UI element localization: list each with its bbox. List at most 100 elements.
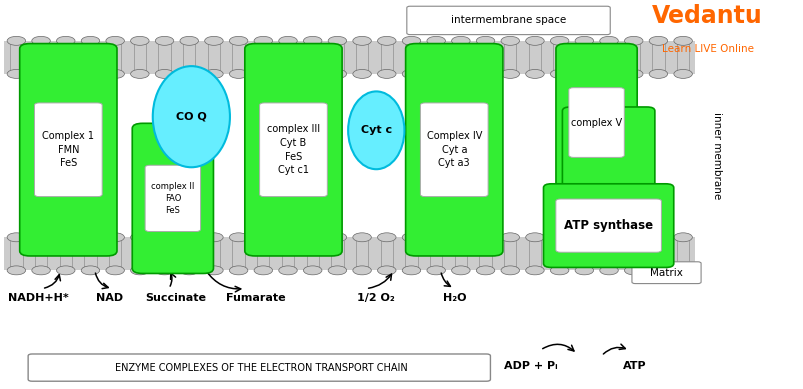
- Circle shape: [130, 37, 149, 45]
- Circle shape: [106, 69, 124, 79]
- FancyBboxPatch shape: [132, 123, 213, 273]
- Circle shape: [525, 69, 544, 79]
- Circle shape: [525, 266, 544, 275]
- Circle shape: [402, 37, 420, 45]
- FancyBboxPatch shape: [420, 103, 487, 196]
- Circle shape: [673, 37, 691, 45]
- Circle shape: [328, 69, 346, 79]
- Circle shape: [7, 233, 26, 242]
- Circle shape: [81, 69, 100, 79]
- Circle shape: [353, 69, 371, 79]
- Circle shape: [56, 266, 75, 275]
- FancyBboxPatch shape: [543, 184, 673, 268]
- Circle shape: [648, 69, 666, 79]
- Circle shape: [475, 37, 494, 45]
- Circle shape: [426, 69, 445, 79]
- Circle shape: [32, 233, 51, 242]
- Circle shape: [426, 233, 445, 242]
- FancyBboxPatch shape: [569, 88, 624, 158]
- Circle shape: [673, 69, 691, 79]
- Circle shape: [353, 266, 371, 275]
- Circle shape: [500, 266, 519, 275]
- Circle shape: [550, 69, 569, 79]
- Circle shape: [130, 233, 149, 242]
- Circle shape: [205, 69, 223, 79]
- Circle shape: [32, 69, 51, 79]
- Text: NADH+H*: NADH+H*: [8, 293, 69, 303]
- FancyBboxPatch shape: [35, 103, 102, 196]
- Circle shape: [377, 233, 396, 242]
- Circle shape: [377, 37, 396, 45]
- Circle shape: [648, 37, 666, 45]
- Text: Cyt c: Cyt c: [361, 125, 391, 135]
- Text: complex II
FAO
FeS: complex II FAO FeS: [151, 182, 194, 215]
- Text: H₂O: H₂O: [442, 293, 466, 303]
- Circle shape: [426, 266, 445, 275]
- Circle shape: [106, 37, 124, 45]
- Circle shape: [254, 233, 272, 242]
- FancyBboxPatch shape: [145, 165, 201, 231]
- Ellipse shape: [153, 66, 230, 167]
- Circle shape: [56, 69, 75, 79]
- Text: complex III
Cyt B
FeS
Cyt c1: complex III Cyt B FeS Cyt c1: [267, 124, 320, 175]
- Bar: [4, 237, 695, 270]
- Circle shape: [624, 37, 642, 45]
- Text: inner membrane: inner membrane: [711, 112, 721, 199]
- Circle shape: [180, 69, 198, 79]
- Circle shape: [402, 69, 420, 79]
- Circle shape: [229, 69, 247, 79]
- Circle shape: [254, 37, 272, 45]
- Text: CO Q: CO Q: [176, 112, 206, 122]
- Circle shape: [180, 37, 198, 45]
- Circle shape: [279, 233, 297, 242]
- Text: Vedantu: Vedantu: [651, 4, 762, 28]
- Text: Matrix: Matrix: [650, 268, 682, 278]
- FancyBboxPatch shape: [406, 6, 609, 35]
- FancyBboxPatch shape: [631, 262, 700, 284]
- Circle shape: [205, 233, 223, 242]
- Circle shape: [7, 69, 26, 79]
- Circle shape: [328, 37, 346, 45]
- Circle shape: [624, 266, 642, 275]
- Circle shape: [180, 266, 198, 275]
- Circle shape: [402, 233, 420, 242]
- Circle shape: [525, 233, 544, 242]
- Circle shape: [353, 233, 371, 242]
- Circle shape: [624, 233, 642, 242]
- Circle shape: [377, 266, 396, 275]
- Circle shape: [451, 233, 470, 242]
- Circle shape: [303, 266, 321, 275]
- Circle shape: [328, 233, 346, 242]
- Circle shape: [451, 37, 470, 45]
- Circle shape: [525, 37, 544, 45]
- Circle shape: [574, 233, 593, 242]
- Circle shape: [475, 233, 494, 242]
- Circle shape: [377, 69, 396, 79]
- Text: Succinate: Succinate: [145, 293, 206, 303]
- Text: intermembrane space: intermembrane space: [450, 16, 565, 25]
- Circle shape: [7, 37, 26, 45]
- Text: ENZYME COMPLEXES OF THE ELECTRON TRANSPORT CHAIN: ENZYME COMPLEXES OF THE ELECTRON TRANSPO…: [115, 363, 407, 373]
- Circle shape: [32, 37, 51, 45]
- Circle shape: [451, 69, 470, 79]
- Circle shape: [155, 37, 173, 45]
- Circle shape: [279, 37, 297, 45]
- Circle shape: [500, 233, 519, 242]
- Text: ATP synthase: ATP synthase: [564, 219, 652, 232]
- Text: ATP: ATP: [622, 361, 646, 371]
- Text: ADP + Pᵢ: ADP + Pᵢ: [503, 361, 556, 371]
- Circle shape: [451, 266, 470, 275]
- Circle shape: [130, 266, 149, 275]
- Circle shape: [81, 266, 100, 275]
- Circle shape: [254, 266, 272, 275]
- Circle shape: [475, 69, 494, 79]
- Circle shape: [279, 266, 297, 275]
- Bar: [4, 41, 695, 74]
- Text: Complex IV
Cyt a
Cyt a3: Complex IV Cyt a Cyt a3: [426, 131, 481, 168]
- FancyBboxPatch shape: [244, 44, 342, 256]
- Circle shape: [550, 266, 569, 275]
- Circle shape: [599, 69, 618, 79]
- Circle shape: [254, 69, 272, 79]
- Text: Complex 1
FMN
FeS: Complex 1 FMN FeS: [43, 131, 94, 168]
- FancyBboxPatch shape: [405, 44, 503, 256]
